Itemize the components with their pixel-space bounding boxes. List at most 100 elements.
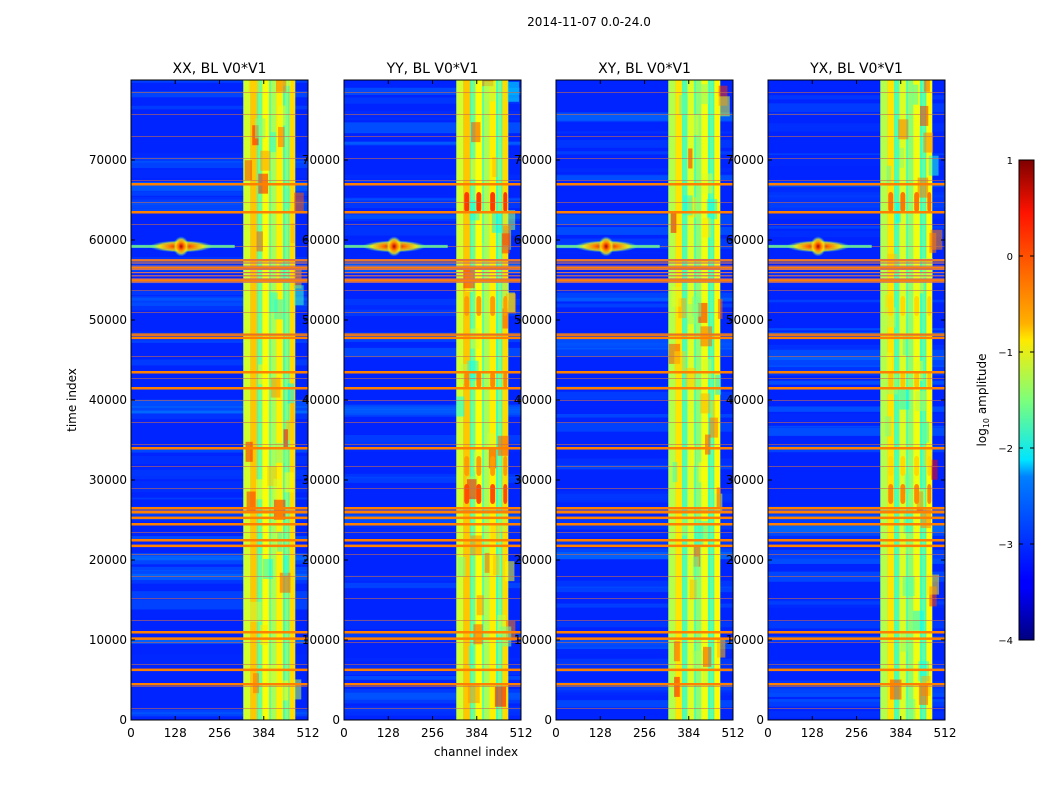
hot-block [464, 296, 470, 316]
band-texture [711, 400, 716, 421]
noise-streak [344, 110, 521, 121]
rfi-thin-row [768, 686, 945, 687]
rfi-thin-row [344, 444, 521, 445]
noise-streak [131, 208, 308, 212]
y-tick-label: 70000 [726, 153, 764, 167]
noise-streak [344, 633, 521, 641]
noise-streak [556, 139, 733, 148]
rfi-dense-row [768, 272, 945, 274]
rfi-row [556, 637, 733, 640]
rfi-dense-row [131, 275, 308, 277]
noise-streak [131, 637, 308, 645]
band-texture [484, 81, 496, 102]
noise-streak [556, 586, 733, 593]
colorbar-tick-label: −3 [998, 540, 1013, 551]
noise-streak [344, 305, 521, 315]
y-tick-label: 50000 [514, 313, 552, 327]
panel-image [768, 80, 945, 720]
source-core [598, 236, 615, 257]
noise-streak [556, 151, 733, 155]
rfi-dense-row [768, 278, 945, 280]
noise-streak [131, 599, 308, 610]
hot-block [888, 484, 894, 504]
band-texture [702, 665, 709, 686]
noise-streak [556, 131, 733, 134]
noise-streak [556, 661, 733, 672]
rfi-dense-row [556, 265, 733, 267]
rfi-row [556, 211, 733, 214]
rfi-row [131, 447, 308, 450]
x-tick-label: 512 [934, 726, 957, 740]
rfi-row [768, 387, 945, 390]
rfi-thin-row [556, 708, 733, 709]
band-texture [507, 292, 515, 313]
band-texture [244, 160, 253, 181]
colorbar-tick-label: −2 [998, 444, 1013, 455]
noise-streak [556, 672, 733, 683]
rfi-thin-row [556, 422, 733, 423]
rfi-thin-row [344, 180, 521, 181]
rfi-thin-row [768, 92, 945, 93]
rfi-thin-row [556, 202, 733, 203]
rfi-thin-row [344, 422, 521, 423]
rfi-thin-row [344, 598, 521, 599]
band-texture [912, 84, 919, 105]
y-tick-label: 40000 [726, 393, 764, 407]
band-texture [274, 299, 283, 320]
band-texture [283, 429, 288, 450]
band-texture [898, 119, 909, 140]
rfi-thin-row [556, 114, 733, 115]
band-texture [700, 393, 711, 414]
noise-streak [556, 490, 733, 501]
rfi-row [131, 683, 308, 686]
rfi-thin-row [344, 664, 521, 665]
band-texture [266, 665, 278, 686]
band-texture [691, 445, 696, 466]
rfi-thin-row [768, 180, 945, 181]
band-texture [928, 155, 939, 176]
hot-block [914, 296, 920, 316]
noise-streak [768, 349, 945, 361]
rfi-row [768, 371, 945, 374]
noise-streak [768, 425, 945, 428]
noise-streak [344, 197, 521, 201]
x-tick-label: 0 [127, 726, 135, 740]
rfi-dense-row [131, 278, 308, 280]
band-texture [484, 552, 490, 573]
noise-streak [556, 113, 733, 121]
x-tick-label: 384 [889, 726, 912, 740]
noise-streak [556, 643, 733, 647]
noise-streak [556, 686, 733, 696]
hot-block [503, 372, 508, 388]
rfi-thin-row [131, 422, 308, 423]
rfi-row [768, 511, 945, 514]
noise-streak [131, 152, 308, 163]
rfi-row [556, 447, 733, 450]
y-tick-label: 20000 [302, 553, 340, 567]
noise-streak [344, 582, 521, 589]
rfi-row [344, 637, 521, 640]
noise-streak [344, 692, 521, 700]
noise-streak [556, 458, 733, 466]
rfi-row [344, 279, 521, 282]
rfi-dense-row [556, 259, 733, 261]
noise-streak [556, 540, 733, 546]
band-texture [717, 637, 726, 658]
noise-streak [131, 566, 308, 571]
band-texture [902, 576, 915, 597]
rfi-thin-row [131, 444, 308, 445]
noise-streak [344, 514, 521, 524]
noise-streak [131, 340, 308, 343]
band-texture [258, 364, 269, 385]
noise-streak [768, 155, 945, 167]
rfi-thin-row [768, 422, 945, 423]
rfi-dense-row [768, 281, 945, 283]
hot-block [476, 484, 482, 504]
noise-streak [344, 672, 521, 675]
band-texture [929, 586, 937, 607]
noise-streak [768, 687, 945, 697]
band-texture [700, 326, 713, 347]
band-texture [923, 132, 934, 153]
band-texture [886, 352, 892, 373]
rfi-thin-row [344, 708, 521, 709]
